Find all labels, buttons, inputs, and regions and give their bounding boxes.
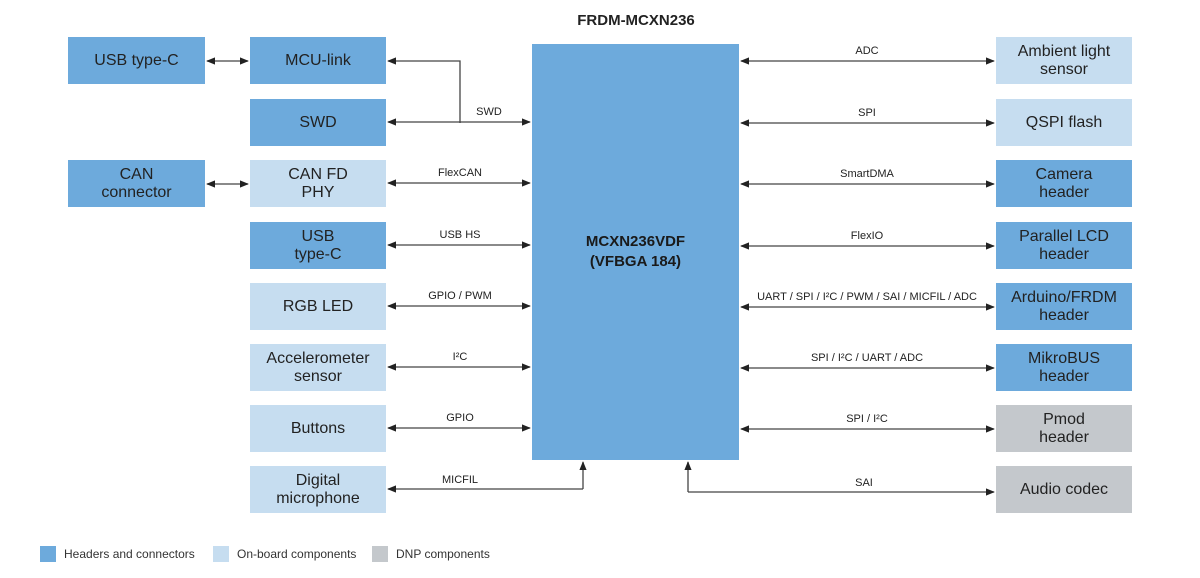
bus-label-left-1: SWD (476, 106, 502, 118)
right-block-0: Ambient light sensor (996, 37, 1132, 84)
bus-label-right-2: SmartDMA (840, 168, 894, 180)
bus-label-right-5: SPI / I²C / UART / ADC (810, 352, 924, 364)
left-block-1: SWD (250, 99, 386, 146)
legend-headers: Headers and connectors (40, 546, 195, 562)
left-block-6: Buttons (250, 405, 386, 452)
legend-onboard: On-board components (213, 546, 356, 562)
left-block-5: Accelerometer sensor (250, 344, 386, 391)
bus-label-left-4: GPIO / PWM (428, 290, 492, 302)
left-block-2: CAN FD PHY (250, 160, 386, 207)
bus-label-left-6: GPIO (446, 412, 474, 424)
usb-typec-connector-box: USB type-C (68, 37, 205, 84)
right-block-2: Camera header (996, 160, 1132, 207)
left-block-0: MCU-link (250, 37, 386, 84)
bus-label-right-0: ADC (855, 45, 879, 57)
bus-label-right-1: SPI (858, 107, 876, 119)
legend-dnp: DNP components (372, 546, 490, 562)
right-block-7: Audio codec (996, 466, 1132, 513)
left-block-3: USB type-C (250, 222, 386, 269)
bus-label-left-2: FlexCAN (437, 167, 483, 179)
left-block-4: RGB LED (250, 283, 386, 330)
right-block-6: Pmod header (996, 405, 1132, 452)
mcu-block: MCXN236VDF (VFBGA 184) (532, 44, 739, 460)
diagram-title: FRDM-MCXN236 (577, 12, 695, 29)
can-connector-box: CAN connector (68, 160, 205, 207)
bus-label-right-7: SAI (855, 477, 873, 489)
right-block-3: Parallel LCD header (996, 222, 1132, 269)
right-block-1: QSPI flash (996, 99, 1132, 146)
right-block-4: Arduino/FRDM header (996, 283, 1132, 330)
bus-label-left-7: MICFIL (441, 474, 479, 486)
arrow-swd-mculink (387, 57, 461, 123)
bus-label-right-3: FlexIO (850, 230, 884, 242)
bus-label-left-5: I²C (452, 351, 468, 363)
bus-label-right-6: SPI / I²C (846, 413, 888, 425)
bus-label-left-3: USB HS (439, 229, 481, 241)
left-block-7: Digital microphone (250, 466, 386, 513)
bus-label-right-4: UART / SPI / I²C / PWM / SAI / MICFIL / … (757, 291, 977, 303)
right-block-5: MikroBUS header (996, 344, 1132, 391)
